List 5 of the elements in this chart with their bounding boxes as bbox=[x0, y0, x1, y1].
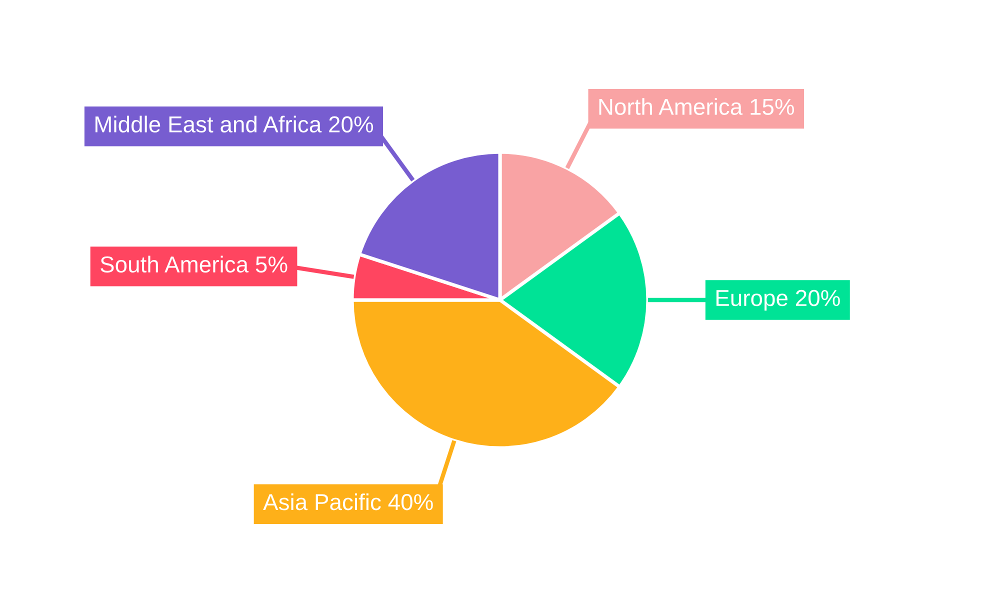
slice-label: Middle East and Africa 20% bbox=[96, 116, 374, 133]
slice-label: South America 5% bbox=[100, 256, 288, 273]
slice-label: North America 15% bbox=[599, 98, 794, 115]
slice-label: Asia Pacific 40% bbox=[263, 493, 433, 510]
slice-label: Europe 20% bbox=[716, 290, 840, 311]
